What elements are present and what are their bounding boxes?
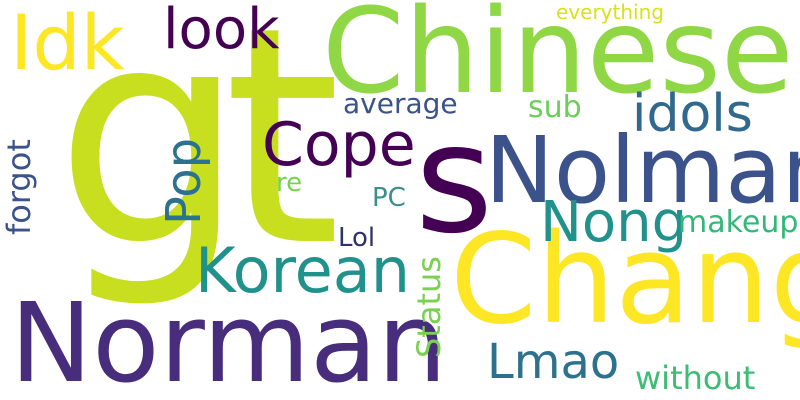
word-nong: Nong [540, 190, 688, 255]
word-korean: Korean [195, 234, 411, 307]
word-idk: Idk [10, 0, 125, 87]
word-norman: Norman [10, 279, 448, 400]
word-cope: Cope [262, 110, 416, 180]
word-look: look [163, 0, 280, 62]
word-re: re [276, 168, 303, 198]
word-nolman: Nolman [485, 117, 800, 224]
word-chang: Chang [450, 208, 800, 352]
word-pop: Pop [156, 137, 212, 225]
word-lol: Lol [338, 223, 376, 253]
word-s: s [415, 93, 494, 267]
word-forgot: forgot [0, 139, 38, 235]
word-gt: gt [55, 0, 341, 312]
word-lmao: Lmao [487, 334, 620, 390]
word-status: Status [410, 256, 448, 358]
word-makeup: makeup [678, 205, 799, 240]
word-idols: idols [632, 84, 753, 144]
word-sub: sub [528, 90, 582, 125]
word-without: without [635, 359, 756, 397]
word-chinese: Chinese [322, 0, 794, 120]
word-pc: PC [372, 183, 406, 213]
word-average: average [343, 87, 458, 120]
word-everything: everything [556, 0, 664, 24]
